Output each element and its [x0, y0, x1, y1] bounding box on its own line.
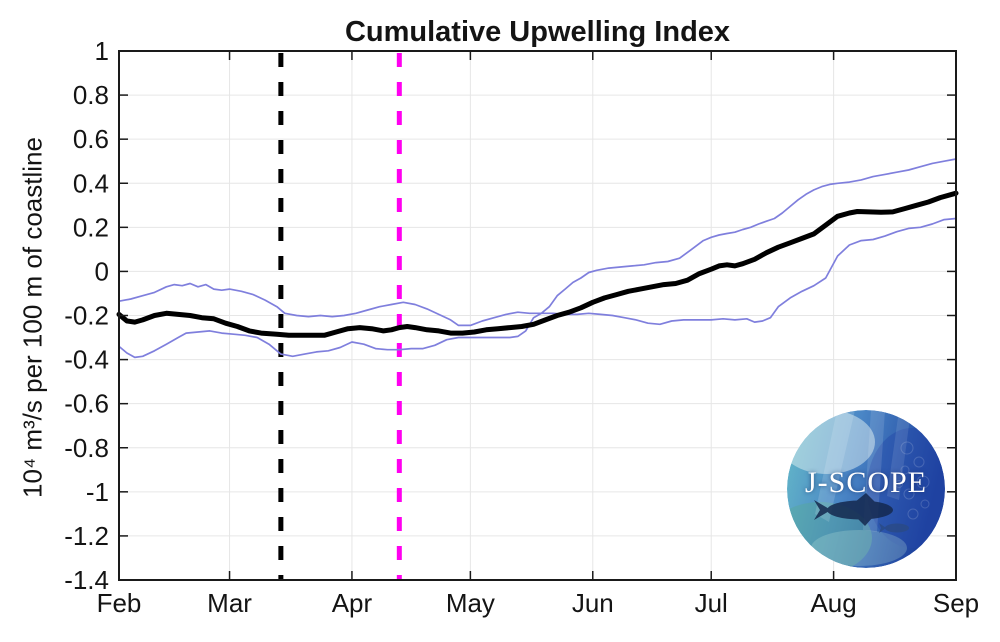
x-tick-label: Jun	[572, 588, 614, 618]
small-fish-icon	[879, 523, 909, 533]
x-tick-label: Apr	[332, 588, 373, 618]
y-tick-label: -0.2	[64, 301, 109, 331]
jscope-logo-text: J-SCOPE	[804, 466, 928, 499]
x-tick-label: May	[446, 588, 495, 618]
logo-bubbles	[895, 441, 930, 520]
jscope-logo-art	[787, 410, 945, 568]
y-tick-label: -0.4	[64, 345, 109, 375]
x-tick-label: Aug	[810, 588, 856, 618]
y-tick-label: 0.2	[73, 212, 109, 242]
y-tick-label: 0	[95, 256, 109, 286]
y-tick-label: -1	[86, 477, 109, 507]
ensemble-mean-line	[116, 190, 959, 338]
y-tick-label: -0.8	[64, 433, 109, 463]
y-tick-label: 1	[95, 36, 109, 66]
jscope-logo: J-SCOPE	[787, 410, 945, 568]
y-tick-label: 0.8	[73, 80, 109, 110]
x-tick-label: Sep	[933, 588, 979, 618]
y-tick-label: -0.6	[64, 389, 109, 419]
y-axis-label: 10⁴ m³/s per 100 m of coastline	[17, 137, 48, 498]
logo-reef-patch	[867, 428, 945, 548]
x-tick-label: Mar	[207, 588, 252, 618]
fish-silhouette-icon	[814, 493, 893, 526]
x-tick-label: Feb	[97, 588, 142, 618]
y-tick-label: -1.2	[64, 521, 109, 551]
chart-title: Cumulative Upwelling Index	[344, 16, 731, 48]
logo-seafloor-glow	[811, 530, 907, 566]
y-tick-label: -1.4	[64, 565, 109, 595]
ensemble-member-b-line	[118, 158, 957, 359]
x-tick-label: Jul	[695, 588, 728, 618]
y-tick-label: 0.6	[73, 124, 109, 154]
y-tick-label: 0.4	[73, 168, 109, 198]
ensemble-member-a-line	[118, 217, 957, 327]
